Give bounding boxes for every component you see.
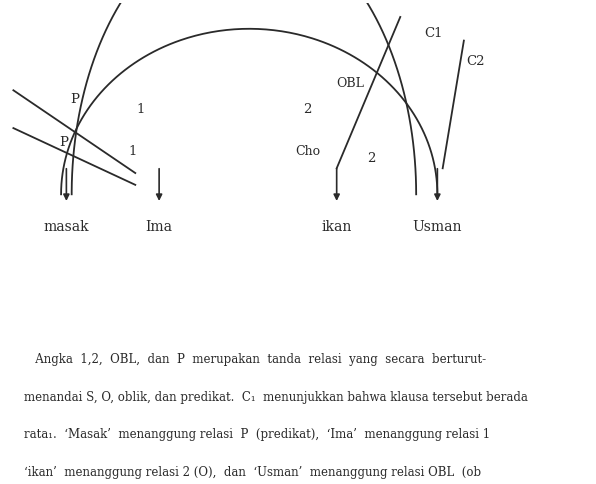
Text: Cho: Cho <box>295 145 320 158</box>
Text: C1: C1 <box>424 27 443 40</box>
Text: ‘ikan’  menanggung relasi 2 (O),  dan  ‘Usman’  menanggung relasi OBL  (ob: ‘ikan’ menanggung relasi 2 (O), dan ‘Usm… <box>24 466 481 479</box>
Text: P: P <box>70 93 79 106</box>
Text: Ima: Ima <box>145 220 173 234</box>
Text: 2: 2 <box>367 152 375 166</box>
Text: Angka  1,2,  OBL,  dan  P  merupakan  tanda  relasi  yang  secara  berturut-: Angka 1,2, OBL, dan P merupakan tanda re… <box>24 353 486 366</box>
Text: rata₁.  ‘Masak’  menanggung relasi  P  (predikat),  ‘Ima’  menanggung relasi 1: rata₁. ‘Masak’ menanggung relasi P (pred… <box>24 428 490 441</box>
Text: P: P <box>59 136 68 149</box>
Text: ikan: ikan <box>321 220 352 234</box>
Text: C2: C2 <box>467 55 485 68</box>
Text: masak: masak <box>44 220 89 234</box>
Text: 1: 1 <box>136 103 145 116</box>
Text: Usman: Usman <box>412 220 462 234</box>
Text: menandai S, O, oblik, dan predikat.  C₁  menunjukkan bahwa klausa tersebut berad: menandai S, O, oblik, dan predikat. C₁ m… <box>24 391 528 404</box>
Text: 2: 2 <box>303 103 312 116</box>
Text: OBL: OBL <box>336 76 364 90</box>
Text: 1: 1 <box>129 145 137 158</box>
